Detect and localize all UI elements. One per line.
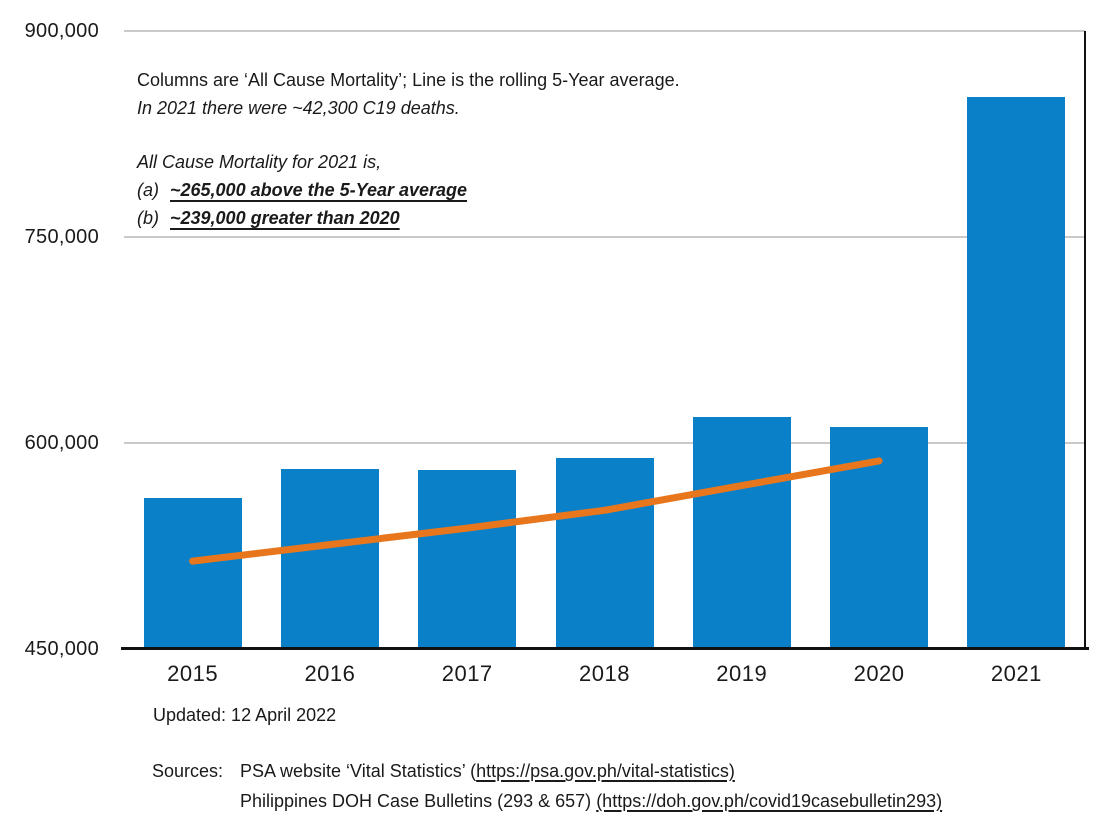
annotation-item-a-label: (a) xyxy=(137,180,159,200)
x-axis-label-2021: 2021 xyxy=(990,661,1042,686)
gridline-900000 xyxy=(124,30,1085,32)
bar-2020 xyxy=(830,426,929,649)
annotation-c19-deaths: In 2021 there were ~42,300 C19 deaths. xyxy=(137,98,460,118)
annotation-item-b-label: (b) xyxy=(137,208,159,228)
psa-vital-statistics-link[interactable]: https://psa.gov.ph/vital-statistics) xyxy=(476,761,735,781)
y-axis-label-450000: 450,000 xyxy=(24,638,99,660)
source-doh: Philippines DOH Case Bulletins (293 & 65… xyxy=(240,786,942,816)
y-axis-label-900000: 900,000 xyxy=(24,20,99,42)
bar-2015 xyxy=(143,497,242,649)
annotation-spacer xyxy=(137,122,817,148)
y-axis-label-750000: 750,000 xyxy=(24,226,99,248)
y-axis-label-600000: 600,000 xyxy=(24,432,99,454)
source-doh-text: Philippines DOH Case Bulletins (293 & 65… xyxy=(240,791,597,811)
bar-2019 xyxy=(692,416,791,649)
x-axis-label-2019: 2019 xyxy=(716,661,768,686)
x-axis-label-2018: 2018 xyxy=(579,661,630,686)
source-psa: PSA website ‘Vital Statistics’ (https://… xyxy=(240,756,942,786)
annotation-caption: Columns are ‘All Cause Mortality’; Line … xyxy=(137,70,680,90)
bar-2017 xyxy=(418,470,517,649)
gridline-600000 xyxy=(124,442,1085,444)
annotation-item-b-value: ~239,000 greater than 2020 xyxy=(170,208,400,228)
annotation-intro: All Cause Mortality for 2021 is, xyxy=(137,152,382,172)
x-axis-label-2017: 2017 xyxy=(441,661,493,686)
sources-label: Sources: xyxy=(152,761,224,781)
chart-annotation: Columns are ‘All Cause Mortality’; Line … xyxy=(137,66,817,232)
x-axis-label-2020: 2020 xyxy=(853,661,905,686)
x-axis-label-2015: 2015 xyxy=(167,661,219,686)
annotation-item-b: (b) ~239,000 greater than 2020 xyxy=(137,204,817,232)
source-psa-text: PSA website ‘Vital Statistics’ ( xyxy=(240,761,477,781)
doh-case-bulletin-link[interactable]: (https://doh.gov.ph/covid19casebulletin2… xyxy=(596,791,943,811)
bar-2018 xyxy=(555,458,654,649)
gridline-750000 xyxy=(124,236,1085,238)
sources-block: Sources: PSA website ‘Vital Statistics’ … xyxy=(152,756,942,816)
annotation-item-a: (a) ~265,000 above the 5-Year average xyxy=(137,176,817,204)
updated-date: Updated: 12 April 2022 xyxy=(153,705,337,725)
bar-2016 xyxy=(280,469,379,649)
bar-2021 xyxy=(967,96,1066,649)
right-border-line xyxy=(1084,31,1086,649)
annotation-item-a-value: ~265,000 above the 5-Year average xyxy=(170,180,468,200)
x-axis-label-2016: 2016 xyxy=(304,661,356,686)
x-axis-line xyxy=(121,647,1089,650)
